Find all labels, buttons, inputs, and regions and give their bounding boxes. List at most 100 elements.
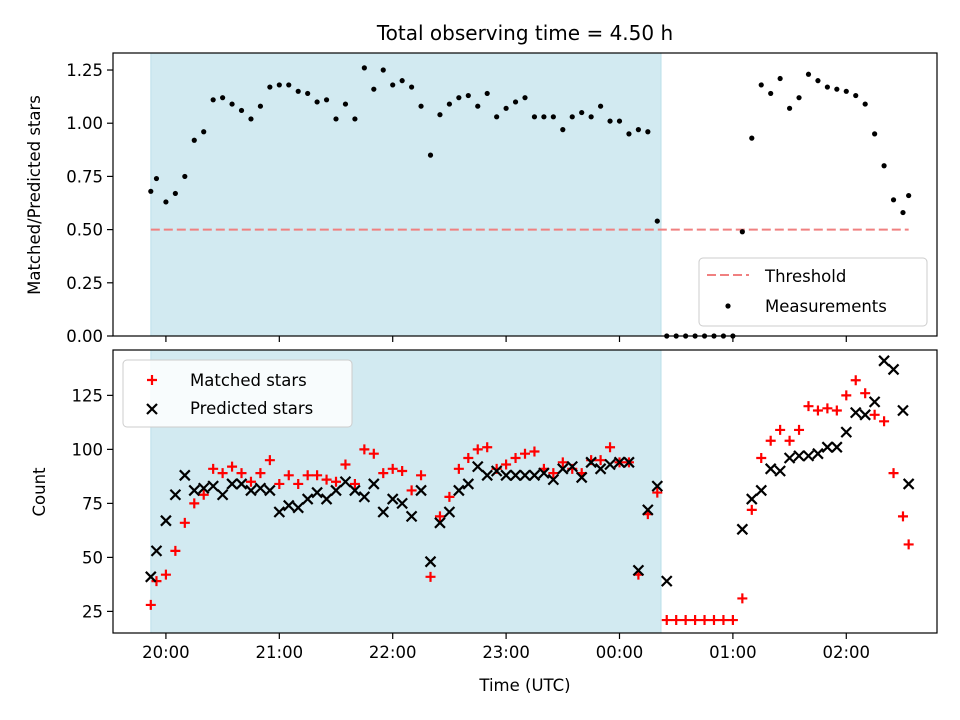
bottom-y-tick-label: 25: [82, 602, 103, 621]
predicted-star-point: [358, 491, 371, 503]
matched-star-point: [198, 489, 209, 500]
predicted-star-point: [538, 467, 550, 479]
predicted-star-point: [623, 456, 635, 469]
top-axes-frame: [112, 52, 938, 337]
measurement-point: [560, 127, 566, 133]
matched-star-point: [699, 615, 710, 626]
matched-star-point: [737, 593, 748, 604]
predicted-star-point: [575, 471, 588, 484]
measurement-point: [635, 127, 641, 133]
matched-star-point: [189, 498, 200, 509]
measurement-point: [220, 95, 226, 101]
legend-box: [122, 359, 353, 428]
measurement-point: [267, 84, 273, 90]
measurement-point: [427, 152, 434, 158]
matched-star-point: [170, 545, 181, 556]
measurement-point: [890, 197, 897, 203]
matched-star-point: [331, 476, 342, 487]
measurement-point: [853, 92, 859, 99]
predicted-star-point: [547, 473, 560, 486]
x-axis-label: Time (UTC): [478, 676, 570, 695]
measurement-point: [749, 135, 755, 141]
measurement-point: [148, 188, 154, 194]
measurement-point: [550, 114, 556, 120]
bottom-y-tick-label: 75: [82, 494, 103, 513]
matched-star-point: [378, 468, 389, 479]
matched-star-point: [812, 405, 823, 416]
matched-star-point: [557, 457, 568, 468]
predicted-star-point: [424, 555, 437, 568]
measurement-point: [361, 65, 367, 71]
measurement-point: [456, 95, 462, 101]
matched-star-point: [794, 424, 805, 435]
top-y-tick-label: 1.25: [66, 61, 103, 80]
matched-star-point: [671, 615, 682, 626]
matched-star-point: [803, 401, 814, 412]
predicted-star-point: [434, 517, 446, 529]
top-y-tick-label: 0.50: [66, 221, 103, 240]
predicted-star-point: [216, 488, 229, 501]
predicted-star-point: [802, 450, 815, 462]
measurement-point: [786, 105, 793, 111]
legend-matched-swatch: [147, 375, 157, 385]
measurement-point: [342, 101, 349, 107]
predicted-star-point: [471, 460, 484, 473]
predicted-star-point: [207, 480, 219, 492]
matched-star-point: [321, 474, 332, 485]
matched-star-point: [548, 468, 559, 479]
measurement-point: [446, 101, 453, 107]
measurement-point: [494, 114, 500, 120]
predicted-star-point: [179, 469, 191, 482]
predicted-star-point: [793, 450, 805, 462]
measurement-point: [484, 90, 490, 97]
measurement-point: [437, 112, 443, 118]
bottom-legend: Matched stars Predicted stars: [122, 359, 353, 428]
predicted-star-point: [585, 456, 597, 469]
measurement-point: [210, 97, 216, 103]
predicted-star-point: [292, 501, 304, 514]
x-tick-label: 23:00: [482, 643, 530, 662]
ratio-panel: 0.00 0.25 0.50 0.75 1.00 1.25 Threshold Measure…: [66, 52, 938, 346]
matched-star-point: [245, 476, 256, 487]
measurement-point: [371, 86, 377, 92]
measurement-point: [390, 82, 396, 88]
measurement-point: [305, 90, 311, 97]
measurement-point: [314, 99, 320, 105]
predicted-star-point: [415, 484, 427, 497]
matched-star-point: [690, 615, 701, 626]
measurement-point: [881, 163, 887, 169]
legend-predicted-swatch: [146, 403, 158, 415]
legend-matched-label: Matched stars: [190, 371, 307, 390]
matched-star-point: [708, 615, 719, 626]
predicted-star-point: [368, 478, 380, 490]
matched-star-point: [605, 442, 616, 453]
measurement-point: [257, 103, 264, 109]
matched-star-point: [775, 424, 786, 435]
matched-star-point: [897, 511, 908, 522]
legend-predicted-label: Predicted stars: [190, 399, 313, 418]
measurement-point: [238, 107, 245, 114]
predicted-star-point: [887, 363, 900, 376]
measurement-point: [465, 92, 471, 99]
predicted-star-point: [651, 480, 664, 492]
predicted-star-point: [774, 465, 786, 477]
matched-star-point: [302, 470, 313, 481]
count-panel: 25 50 75 100 125 20:00 21:00 22:00 23:00 00:00 01:…: [72, 349, 938, 662]
top-y-tick-label: 0.25: [66, 274, 103, 293]
chart-title: Total observing time = 4.50 h: [376, 21, 673, 45]
matched-star-point: [397, 465, 408, 476]
matched-star-point: [453, 463, 464, 474]
matched-star-point: [888, 468, 899, 479]
predicted-star-point: [150, 545, 163, 557]
predicted-star-point: [840, 426, 853, 438]
top-y-tick-label: 1.00: [66, 114, 103, 133]
bottom-y-tick-label: 100: [72, 440, 104, 459]
predicted-star-point: [264, 484, 276, 497]
top-legend: Threshold Measurements: [698, 257, 928, 327]
predicted-star-point: [736, 523, 749, 536]
matched-star-point: [822, 403, 833, 414]
legend-box: [698, 257, 928, 327]
measurement-point: [758, 82, 764, 88]
matched-star-point: [595, 455, 606, 466]
x-tick-label: 02:00: [823, 643, 871, 662]
